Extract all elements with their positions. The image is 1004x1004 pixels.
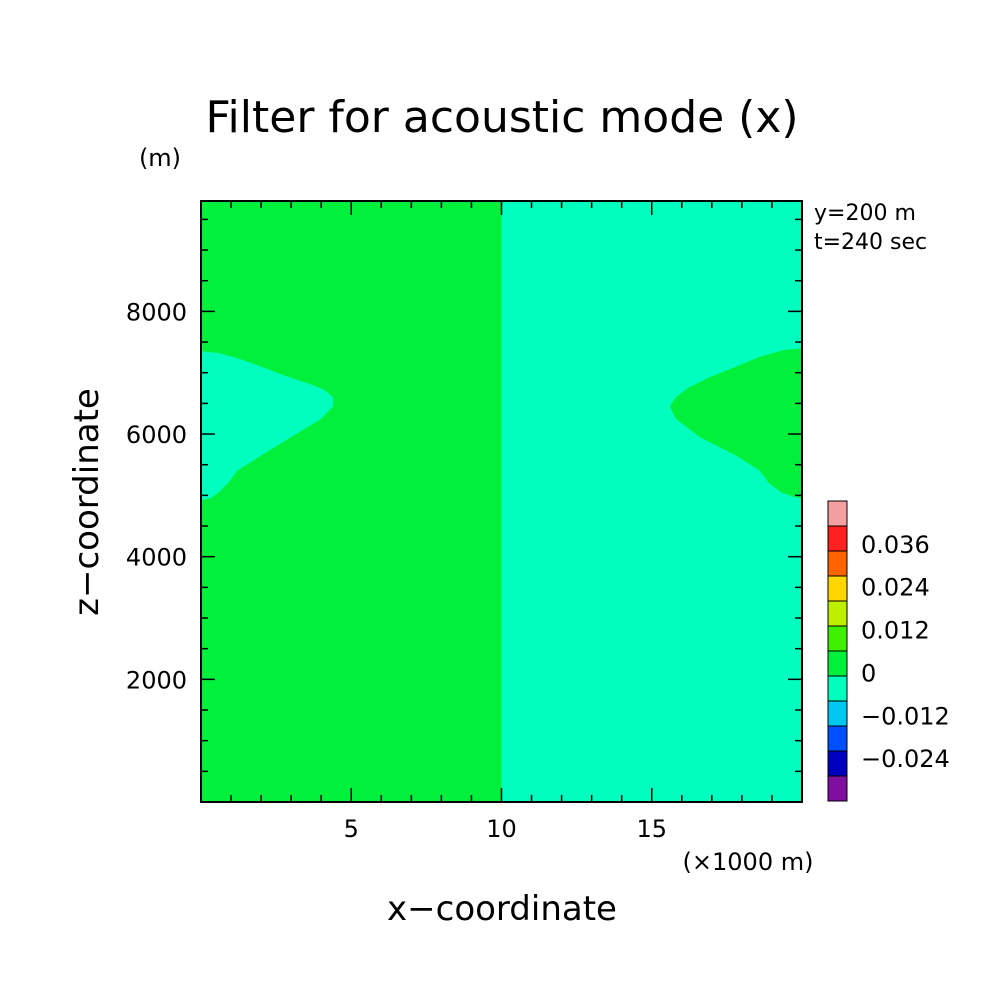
colorbar-swatch (827, 775, 848, 802)
colorbar-swatch (827, 675, 848, 702)
colorbar-swatch (827, 525, 848, 552)
x-tick-label: 5 (344, 815, 359, 843)
region-right-lobe (669, 348, 802, 499)
colorbar-swatch (827, 550, 848, 577)
colorbar-label: −0.024 (861, 745, 950, 773)
y-tick-label: 8000 (126, 298, 187, 326)
annotation-y: y=200 m (814, 201, 916, 226)
colorbar-label: 0.036 (861, 531, 930, 559)
chart-title: Filter for acoustic mode (x) (205, 92, 798, 143)
region-right-half (501, 201, 802, 802)
colorbar: −0.024 −0.012 0 0.012 0.024 0.036 (827, 500, 950, 802)
annotation-t: t=240 sec (814, 230, 927, 255)
region-left-lobe (201, 351, 334, 501)
x-ticks: 5 10 15 (230, 201, 773, 843)
colorbar-label: 0 (861, 659, 876, 687)
y-tick-label: 4000 (126, 544, 187, 572)
x-tick-label: 15 (636, 815, 667, 843)
y-tick-label: 6000 (126, 421, 187, 449)
colorbar-swatch (827, 650, 848, 677)
colorbar-swatch (827, 625, 848, 652)
colorbar-swatch (827, 600, 848, 627)
colorbar-swatch (827, 700, 848, 727)
colorbar-swatch (827, 500, 848, 527)
plot-area (200, 200, 803, 803)
colorbar-label: −0.012 (861, 702, 950, 730)
y-unit-label: (m) (139, 144, 181, 172)
colorbar-label: 0.012 (861, 617, 930, 645)
y-tick-label: 2000 (126, 666, 187, 694)
x-axis-label: x−coordinate (387, 889, 617, 929)
colorbar-swatch (827, 750, 848, 777)
colorbar-swatch (827, 725, 848, 752)
x-tick-label: 10 (486, 815, 517, 843)
y-ticks: 2000 4000 6000 8000 (126, 218, 802, 773)
colorbar-swatch (827, 575, 848, 602)
region-left-half (201, 201, 502, 802)
x-unit-label: (×1000 m) (683, 848, 814, 876)
colorbar-label: 0.024 (861, 574, 930, 602)
y-axis-label: z−coordinate (67, 388, 107, 616)
